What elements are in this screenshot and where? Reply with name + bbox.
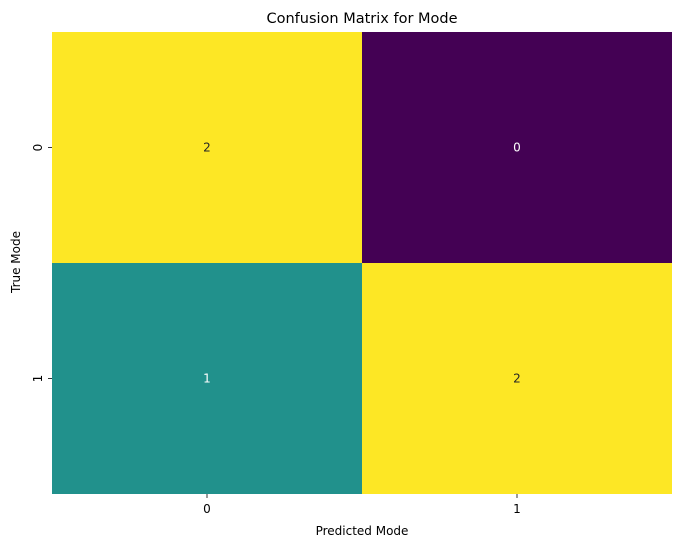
heatmap-cell-r0-c0 bbox=[52, 32, 362, 263]
y-tick-label: 0 bbox=[31, 144, 45, 152]
x-tick-label: 1 bbox=[513, 502, 521, 516]
heatmap-cell-r1-c0 bbox=[52, 263, 362, 494]
cell-value-label-r0-c0: 2 bbox=[203, 141, 211, 155]
y-axis-label: True Mode bbox=[9, 231, 23, 294]
cell-value-label-r0-c1: 0 bbox=[513, 141, 521, 155]
cell-value-label-r1-c1: 2 bbox=[513, 372, 521, 386]
x-tick-label: 0 bbox=[203, 502, 211, 516]
heatmap-cell-r1-c1 bbox=[362, 263, 672, 494]
chart-title: Confusion Matrix for Mode bbox=[266, 11, 457, 27]
x-axis-label: Predicted Mode bbox=[316, 524, 409, 538]
heatmap-cells: 2 01 2 bbox=[52, 32, 672, 494]
cell-value-label-r1-c0: 1 bbox=[203, 372, 211, 386]
axis-ticks: 0 1 0 1 bbox=[31, 144, 521, 516]
heatmap-cell-r0-c1 bbox=[362, 32, 672, 263]
y-tick-label: 1 bbox=[31, 375, 45, 383]
